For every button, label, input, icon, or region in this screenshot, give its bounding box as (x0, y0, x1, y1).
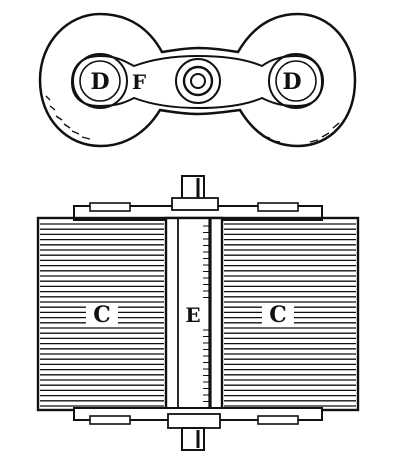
top-clamp-left (89, 202, 131, 212)
core-scale-ticks (203, 225, 209, 402)
left-pole-inner-ring (79, 60, 121, 102)
label-right-pole: D (282, 69, 301, 95)
outer-outline (38, 12, 357, 148)
bottom-clamp-right (257, 415, 299, 425)
central-core (164, 216, 224, 412)
link-plate (70, 54, 324, 110)
pivot-middle-ring (182, 65, 214, 97)
label-left-coil: C (93, 302, 111, 328)
top-clamp-mid (171, 197, 219, 211)
right-pole-inner-ring (275, 60, 317, 102)
right-coil-windings (224, 223, 356, 407)
left-coil-windings (40, 223, 164, 407)
label-left-pole: D (90, 69, 109, 95)
label-right-coil: C (269, 302, 287, 328)
shaft-bottom (181, 427, 205, 451)
label-core: E (185, 303, 200, 327)
pivot-hole (190, 73, 206, 89)
rim-shading-left (45, 95, 91, 140)
rim-shading-right (261, 122, 340, 143)
label-link: F (132, 70, 146, 94)
left-pole-outer-ring (72, 53, 128, 109)
right-pole-outer-ring (268, 53, 324, 109)
bottom-clamp-mid (167, 413, 221, 429)
top-clamp-right (257, 202, 299, 212)
side-view-elevation (36, 175, 360, 451)
pivot-outer-ring (175, 58, 221, 104)
top-view-plan (38, 12, 357, 148)
bottom-clamp-left (89, 415, 131, 425)
